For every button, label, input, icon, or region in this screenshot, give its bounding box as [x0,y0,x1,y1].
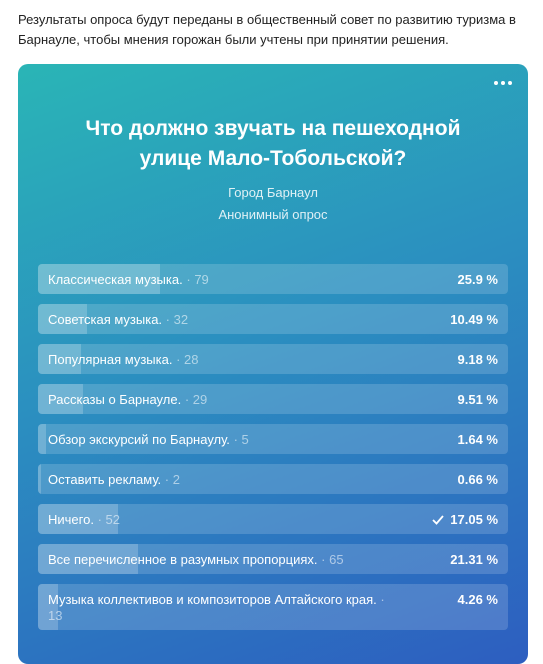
separator: · [380,592,385,607]
poll-option[interactable]: Обзор экскурсий по Барнаулу. · 5 1.64 % [38,424,508,454]
vote-count: 79 [194,272,209,287]
poll-option[interactable]: Музыка коллективов и композиторов Алтайс… [38,584,508,630]
option-count: · 5 [234,432,249,447]
option-bar [38,304,88,334]
option-bar [38,504,119,534]
vote-count: 65 [329,552,344,567]
poll-option[interactable]: Советская музыка. · 32 10.49 % [38,304,508,334]
option-label: Классическая музыка. [48,272,183,287]
option-text: Оставить рекламу. · 2 [38,464,508,494]
option-bar [38,384,83,414]
option-bar [38,344,82,374]
vote-count: 28 [184,352,199,367]
option-bar [38,464,42,494]
separator: · [184,392,190,407]
option-label: Музыка коллективов и композиторов Алтайс… [48,592,377,607]
poll-option[interactable]: Оставить рекламу. · 2 0.66 % [38,464,508,494]
vote-count: 13 [48,608,63,623]
intro-text: Результаты опроса будут переданы в общес… [18,12,516,47]
option-text: Музыка коллективов и композиторов Алтайс… [38,584,508,630]
poll-card: Что должно звучать на пешеходной улице М… [18,64,528,664]
percent-label: 9.51 % [457,392,498,407]
option-text: Популярная музыка. · 28 [38,344,508,374]
option-count: · 79 [186,272,208,287]
vote-count: 2 [172,472,180,487]
percent-label: 17.05 % [450,512,498,527]
option-bar [38,544,139,574]
percent-label: 21.31 % [450,552,498,567]
option-percent: 1.64 % [458,432,498,448]
option-text: Все перечисленное в разумных пропорциях.… [38,544,508,574]
percent-label: 0.66 % [457,472,498,487]
separator: · [164,472,170,487]
percent-label: 9.18 % [457,352,498,367]
option-percent: 9.51 % [458,392,498,408]
option-text: Советская музыка. · 32 [38,304,508,334]
vote-count: 29 [192,392,208,407]
option-count: · 2 [165,472,180,487]
option-count: · 32 [166,312,188,327]
option-percent: 4.26 % [458,592,498,608]
separator: · [97,512,102,527]
option-count: · 52 [98,512,120,527]
option-text: Рассказы о Барнауле. · 29 [38,384,508,414]
page: {"intro": "Результаты опроса будут перед… [18,12,528,664]
vote-count: 52 [105,512,121,527]
option-percent: 25.9 % [458,272,498,288]
option-label: Советская музыка. [48,312,163,327]
poll-option[interactable]: Популярная музыка. · 28 9.18 % [38,344,508,374]
poll-option[interactable]: Классическая музыка. · 79 25.9 % [38,264,508,294]
option-count: · 65 [321,552,343,567]
percent-label: 25.9 % [457,272,498,287]
option-label: Рассказы о Барнауле. [48,392,182,407]
option-label: Все перечисленное в разумных пропорциях. [48,552,318,567]
option-percent: 21.31 % [450,552,498,568]
option-text: Обзор экскурсий по Барнаулу. · 5 [38,424,508,454]
poll-option[interactable]: Ничего. · 52 17.05 % [38,504,508,534]
poll-title: Что должно звучать на пешеходной улице М… [85,117,461,170]
poll-option[interactable]: Все перечисленное в разумных пропорциях.… [38,544,508,574]
option-bar [38,424,46,454]
separator: · [321,552,326,567]
option-percent: 10.49 % [450,312,498,328]
voted-check [432,515,444,525]
option-label: Обзор экскурсий по Барнаулу. [48,432,230,447]
option-label: Оставить рекламу. [48,472,162,487]
option-label: Популярная музыка. [48,352,173,367]
poll-option[interactable]: Рассказы о Барнауле. · 29 9.51 % [38,384,508,414]
option-count: · 29 [185,392,207,407]
option-percent: 0.66 % [458,472,498,488]
option-percent: 17.05 % [432,512,498,528]
poll-kind: Анонимный опрос [218,207,328,222]
separator: · [165,312,171,327]
vote-count: 5 [241,432,249,447]
separator: · [186,272,191,287]
percent-label: 4.26 % [457,592,498,607]
separator: · [233,432,238,447]
option-bar [38,264,160,294]
option-text: Классическая музыка. · 79 [38,264,508,294]
option-count: · 13 [48,592,385,623]
percent-label: 10.49 % [450,312,498,327]
poll-subtitle: Город Барнаул [228,185,318,200]
menu-button[interactable] [494,81,512,85]
option-text: Ничего. · 52 [38,504,508,534]
percent-label: 1.64 % [457,432,498,447]
option-label: Ничего. [48,512,94,527]
separator: · [176,352,181,367]
option-bar [38,584,59,630]
option-percent: 9.18 % [458,352,498,368]
poll-options: Классическая музыка. · 79 25.9 % Советская… [38,264,508,640]
vote-count: 32 [173,312,189,327]
option-count: · 28 [176,352,198,367]
